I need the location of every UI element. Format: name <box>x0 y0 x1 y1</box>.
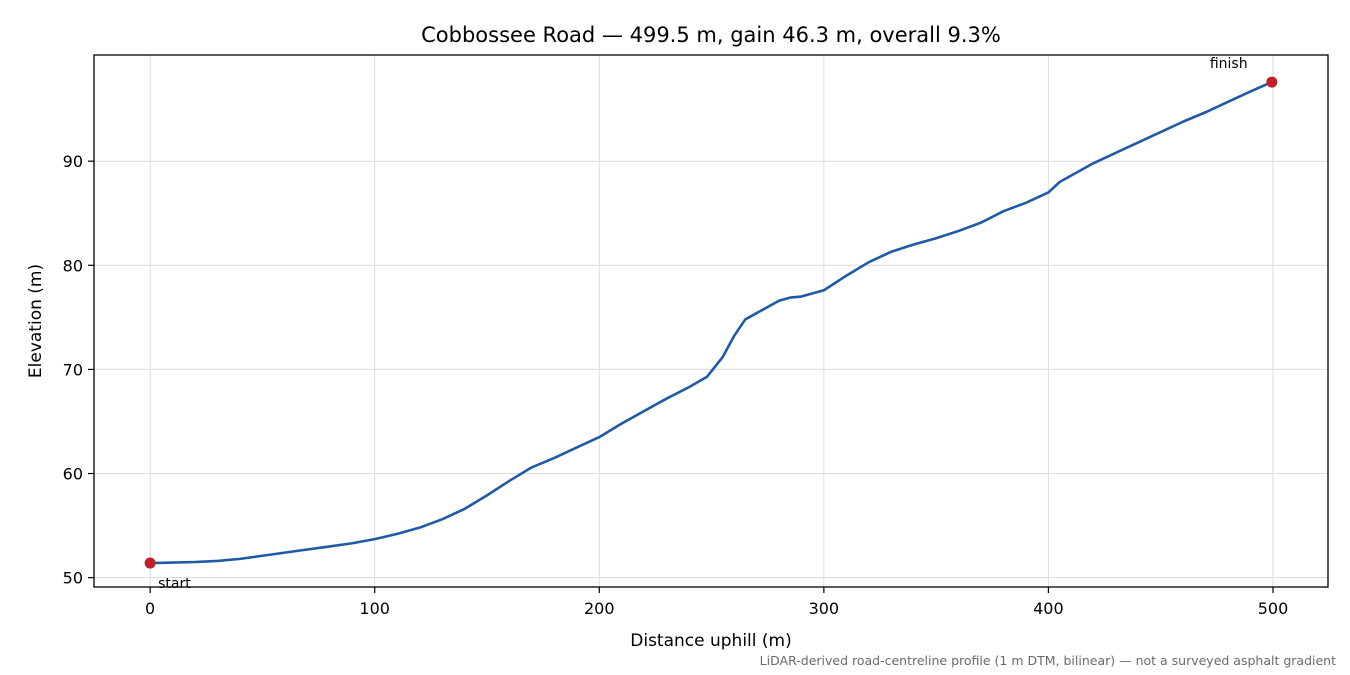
annotation-finish: finish <box>1210 56 1248 72</box>
x-tick-label: 100 <box>359 599 390 618</box>
y-tick-label: 60 <box>63 465 83 484</box>
y-tick-label: 80 <box>63 256 83 275</box>
y-axis-label: Elevation (m) <box>26 264 46 378</box>
x-tick-label: 300 <box>809 599 840 618</box>
y-tick-label: 50 <box>63 569 83 588</box>
chart-title: Cobbossee Road — 499.5 m, gain 46.3 m, o… <box>421 23 1001 47</box>
plot-area: start finish <box>144 56 1278 592</box>
annotation-start: start <box>158 576 191 592</box>
plot-frame <box>93 54 1329 588</box>
x-axis-ticks: 0 100 200 300 400 500 <box>145 587 1288 618</box>
marker-finish <box>1266 76 1278 88</box>
elevation-line <box>148 80 1274 565</box>
y-axis-ticks: 50 60 70 80 90 <box>63 152 94 588</box>
y-tick-label: 70 <box>63 360 83 379</box>
marker-start <box>144 557 156 569</box>
footnote: LiDAR-derived road-centreline profile (1… <box>760 653 1336 668</box>
y-tick-label: 90 <box>63 152 83 171</box>
x-tick-label: 200 <box>584 599 615 618</box>
x-tick-label: 400 <box>1033 599 1064 618</box>
x-axis-label: Distance uphill (m) <box>630 631 791 651</box>
x-tick-label: 500 <box>1258 599 1289 618</box>
grid-lines <box>94 55 1328 587</box>
x-tick-label: 0 <box>145 599 155 618</box>
